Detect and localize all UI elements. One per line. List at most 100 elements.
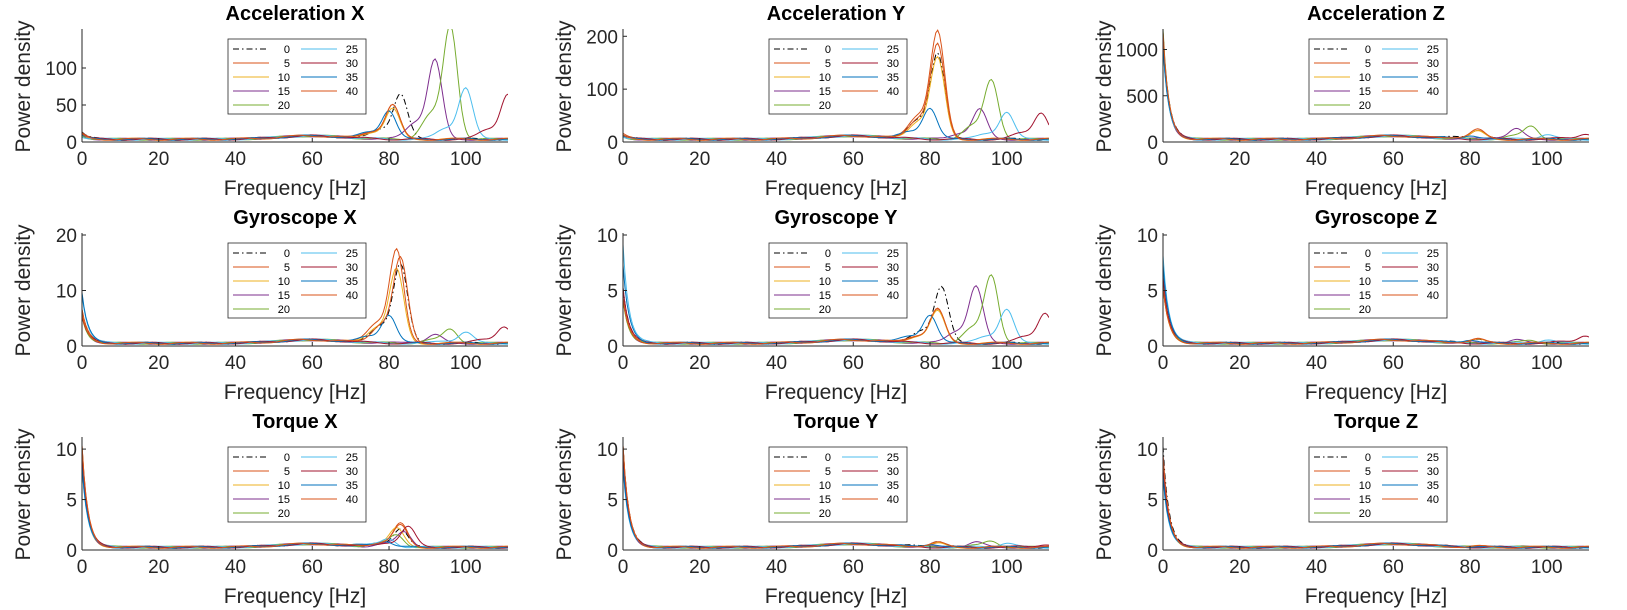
legend-label: 25 [346,44,358,56]
x-tick-label: 0 [1158,353,1169,374]
x-tick-label: 80 [378,557,399,578]
x-tick-label: 80 [378,149,399,170]
x-tick-label: 40 [225,353,246,374]
legend-label: 0 [825,44,831,56]
legend-label: 20 [1359,508,1371,520]
series-group [623,445,1049,549]
legend-label: 20 [819,508,831,520]
legend-label: 30 [1427,262,1439,274]
series-line-40 [1163,31,1589,141]
legend-label: 15 [1359,86,1371,98]
legend-label: 35 [346,72,358,84]
subplot-title: Acceleration Y [767,3,906,25]
legend-label: 30 [1427,466,1439,478]
legend-label: 10 [278,72,290,84]
legend-label: 35 [1427,480,1439,492]
x-tick-label: 100 [1531,149,1563,170]
legend-label: 40 [887,86,899,98]
legend-label: 25 [887,452,899,464]
y-tick-label: 10 [597,440,618,461]
legend-label: 0 [825,452,831,464]
legend-label: 10 [819,276,831,288]
x-tick-label: 60 [843,149,864,170]
series-group [82,247,508,345]
y-tick-label: 10 [56,282,77,303]
x-tick-label: 80 [919,149,940,170]
x-axis-label: Frequency [Hz] [1305,177,1447,200]
legend-label: 0 [284,452,290,464]
x-tick-label: 80 [1459,353,1480,374]
legend-label: 40 [887,494,899,506]
legend-label: 30 [346,262,358,274]
legend-label: 5 [825,58,831,70]
x-tick-label: 20 [148,353,169,374]
legend-label: 15 [819,86,831,98]
y-tick-label: 0 [66,541,77,562]
legend-label: 5 [284,262,290,274]
subplot-title: Acceleration X [226,3,366,25]
legend: 0 5 10 15 20 25 30 35 40 [1308,38,1448,115]
legend-label: 25 [1427,248,1439,260]
legend-label: 10 [278,480,290,492]
legend-label: 5 [1365,58,1371,70]
x-tick-label: 60 [843,353,864,374]
series-group [82,445,508,549]
x-tick-label: 0 [618,353,629,374]
x-tick-label: 40 [766,149,787,170]
legend-label: 5 [825,262,831,274]
y-tick-label: 0 [607,541,618,562]
legend: 0 5 10 15 20 25 30 35 40 [1308,242,1448,319]
legend-label: 30 [887,262,899,274]
legend-label: 0 [825,248,831,260]
y-axis-label: Power density [553,428,576,560]
x-tick-label: 20 [689,149,710,170]
y-tick-label: 5 [1147,282,1158,303]
legend-label: 20 [278,508,290,520]
series-line-40 [82,255,508,345]
x-axis-label: Frequency [Hz] [765,381,907,404]
legend-label: 25 [887,248,899,260]
x-tick-label: 40 [766,557,787,578]
legend-label: 35 [346,276,358,288]
legend-label: 30 [887,58,899,70]
subplot-title: Torque Z [1334,411,1418,433]
y-tick-label: 0 [1147,541,1158,562]
subplot: Acceleration Y0 20 40 60 80 1000100200Frequen… [553,3,1049,200]
legend-label: 25 [1427,452,1439,464]
x-tick-label: 100 [450,149,482,170]
legend-label: 20 [1359,304,1371,316]
legend-label: 40 [887,290,899,302]
subplot-title: Gyroscope X [233,207,357,229]
legend-label: 30 [346,58,358,70]
legend-label: 15 [278,494,290,506]
x-axis-label: Frequency [Hz] [765,177,907,200]
x-tick-label: 80 [1459,557,1480,578]
legend-label: 0 [1365,452,1371,464]
y-tick-label: 10 [1137,440,1158,461]
y-tick-label: 500 [1126,87,1158,108]
legend-label: 15 [1359,290,1371,302]
x-tick-label: 100 [1531,557,1563,578]
x-tick-label: 40 [225,149,246,170]
x-tick-label: 20 [1229,557,1250,578]
x-tick-label: 80 [378,353,399,374]
legend-label: 15 [1359,494,1371,506]
legend-label: 10 [1359,276,1371,288]
x-tick-label: 0 [618,557,629,578]
x-tick-label: 100 [450,353,482,374]
series-line-40 [82,103,508,141]
x-tick-label: 40 [766,353,787,374]
x-axis-label: Frequency [Hz] [1305,585,1447,608]
legend-label: 5 [284,466,290,478]
subplot: Acceleration Z0 20 40 60 80 10005001000Freque… [1093,3,1589,200]
y-tick-label: 0 [607,133,618,154]
legend-label: 35 [887,276,899,288]
x-tick-label: 20 [689,353,710,374]
y-tick-label: 10 [1137,226,1158,247]
legend-label: 10 [1359,72,1371,84]
y-tick-label: 5 [1147,491,1158,512]
